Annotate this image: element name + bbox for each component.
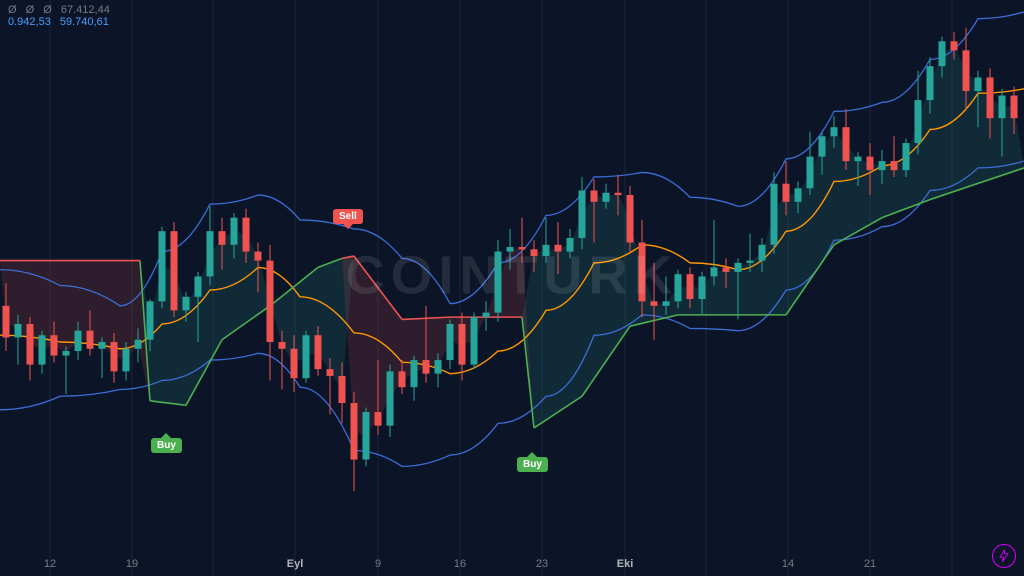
drawing-tool-button[interactable] <box>992 544 1016 568</box>
x-axis-tick: 9 <box>375 558 381 570</box>
x-axis: 12 19 Eyl 9 16 23 Eki 14 21 <box>0 558 1024 574</box>
buy-signal-label: Buy <box>517 457 548 472</box>
x-axis-tick: Eki <box>617 558 634 570</box>
chart-container: Ø Ø Ø 67.412,44 0.942,53 59.740,61 COINT… <box>0 0 1024 576</box>
buy-signal-label: Buy <box>151 438 182 453</box>
x-axis-tick: 21 <box>864 558 876 570</box>
x-axis-tick: 14 <box>782 558 794 570</box>
x-axis-tick: 23 <box>536 558 548 570</box>
indicator-values-2: 0.942,53 59.740,61 <box>8 16 116 28</box>
x-axis-tick: 12 <box>44 558 56 570</box>
sell-signal-label: Sell <box>333 209 363 224</box>
x-axis-tick: 19 <box>126 558 138 570</box>
chart-top-info: Ø Ø Ø 67.412,44 0.942,53 59.740,61 <box>8 4 116 28</box>
x-axis-tick: 16 <box>454 558 466 570</box>
lightning-icon <box>997 549 1011 563</box>
x-axis-tick: Eyl <box>287 558 304 570</box>
indicator-values-1: Ø Ø Ø 67.412,44 <box>8 4 116 16</box>
candlestick-chart[interactable] <box>0 0 1024 576</box>
